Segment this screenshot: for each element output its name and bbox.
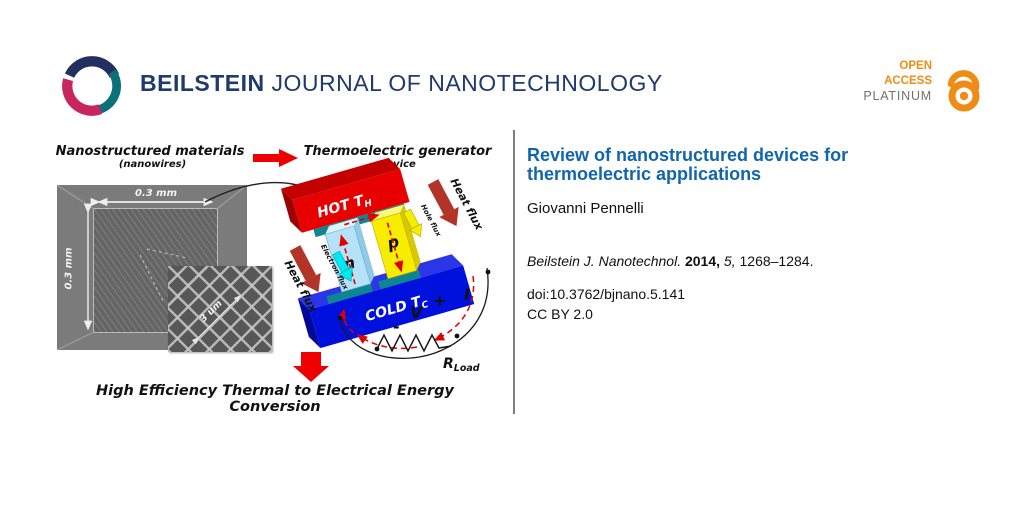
nanowires-label: (nanowires) <box>118 159 187 170</box>
graphical-abstract-figure: Nanostructured materials (nanowires) The… <box>55 140 500 415</box>
heat-flux-arrow-right <box>427 179 459 227</box>
figure-caption: High Efficiency Thermal to Electrical En… <box>96 383 454 415</box>
journal-name-bold: BEILSTEIN <box>140 70 265 96</box>
heat-flux-arrow-left <box>289 245 321 293</box>
platinum-label: PLATINUM <box>863 89 932 103</box>
plus-sign: + <box>433 291 446 310</box>
journal-name-rest: JOURNAL OF NANOTECHNOLOGY <box>264 70 663 96</box>
open-label: OPEN <box>899 60 932 72</box>
load-resistor <box>376 333 452 353</box>
voltage-label: V <box>410 303 424 322</box>
citation-volume: 5, <box>723 253 740 269</box>
thermoelectric-generator-label: Thermoelectric generator <box>303 144 492 159</box>
scale-label-horizontal: 0.3 mm <box>134 188 178 199</box>
sem-inset-nanowire-mesh: 3 um <box>168 266 272 352</box>
citation-journal: Beilstein J. Nanotechnol. <box>527 253 685 269</box>
article-author: Giovanni Pennelli <box>527 200 644 217</box>
down-arrow-icon <box>293 352 329 382</box>
article-doi: doi:10.3762/bjnano.5.141 <box>527 286 686 302</box>
beilstein-logo <box>62 56 121 116</box>
article-license: CC BY 2.0 <box>527 306 593 322</box>
journal-name: BEILSTEIN JOURNAL OF NANOTECHNOLOGY <box>140 70 663 97</box>
article-title: Review of nanostructured devices for the… <box>527 145 849 184</box>
sem-annotations <box>57 185 247 350</box>
inset-scale-arrow <box>191 295 241 345</box>
open-access-label: OPEN ACCESS PLATINUM <box>820 59 932 104</box>
right-arrow-icon <box>253 149 298 167</box>
hole-flux-arrow <box>403 208 422 238</box>
open-access-padlock-icon <box>947 70 980 112</box>
device-label: device <box>379 159 416 170</box>
minus-sign: - <box>393 317 400 336</box>
nanostructured-materials-label: Nanostructured materials <box>55 144 245 159</box>
citation-pages: 1268–1284. <box>739 253 814 269</box>
thermoelectric-device-diagram: HOT TH COLD TC n p <box>204 157 491 382</box>
r-load-label: RLoad <box>443 356 480 374</box>
citation-year: 2014, <box>684 253 724 269</box>
access-label: ACCESS <box>884 75 932 87</box>
current-label: I <box>464 285 470 304</box>
vertical-divider <box>513 130 515 414</box>
circuit-loop <box>339 267 489 360</box>
electron-flux-arrow <box>332 250 353 282</box>
article-citation: Beilstein J. Nanotechnol. 2014, 5, 1268–… <box>527 253 813 269</box>
